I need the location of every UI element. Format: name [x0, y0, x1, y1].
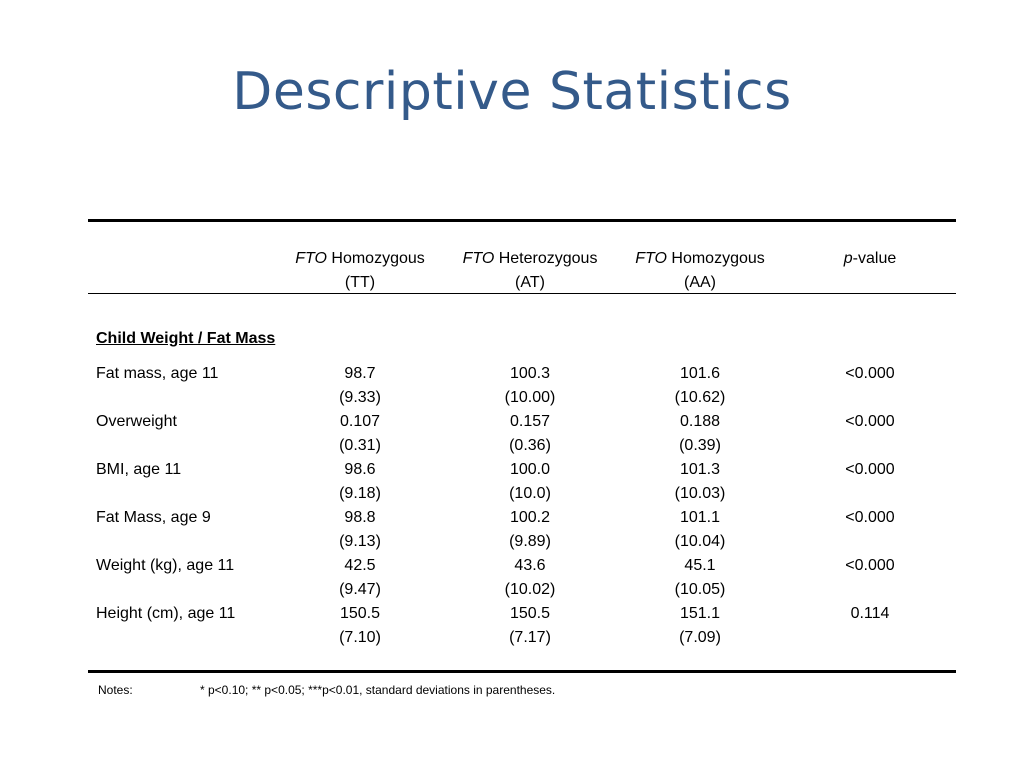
cell-at-mean: 43.6 — [514, 557, 546, 574]
row-label: Fat mass, age 11 — [96, 365, 219, 382]
header-tt-type: Homozygous — [331, 250, 425, 267]
header-bottom-rule — [88, 293, 956, 294]
cell-tt-mean: 42.5 — [344, 557, 376, 574]
cell-aa-sd: (0.39) — [679, 437, 721, 454]
row-label: BMI, age 11 — [96, 461, 182, 478]
cell-at-sd: (0.36) — [509, 437, 551, 454]
cell-pvalue: <0.000 — [845, 557, 895, 574]
cell-tt-sd: (7.10) — [339, 629, 381, 646]
header-tt: FTO Homozygous (TT) — [270, 247, 450, 295]
cell-tt-mean: 98.8 — [344, 509, 376, 526]
cell-pvalue: <0.000 — [845, 413, 895, 430]
notes-label: Notes: — [98, 683, 133, 697]
cell-aa-mean: 101.1 — [679, 509, 721, 526]
header-aa-type: Homozygous — [671, 250, 765, 267]
header-tt-genotype: (TT) — [344, 274, 376, 291]
cell-aa: 101.6 (10.62) — [630, 362, 770, 410]
cell-at: 43.6 (10.02) — [460, 554, 600, 602]
cell-at-sd: (9.89) — [509, 533, 551, 550]
cell-aa: 101.1 (10.04) — [630, 506, 770, 554]
cell-at: 0.157 (0.36) — [460, 410, 600, 458]
cell-aa-sd: (10.03) — [674, 485, 726, 502]
header-at-gene: FTO — [462, 250, 495, 267]
header-at: FTO Heterozygous (AT) — [440, 247, 620, 295]
cell-at: 100.3 (10.00) — [460, 362, 600, 410]
cell-at-mean: 0.157 — [509, 413, 551, 430]
header-pvalue-p: p — [843, 250, 853, 267]
cell-tt-mean: 0.107 — [339, 413, 381, 430]
cell-at-mean: 100.2 — [509, 509, 551, 526]
cell-tt-mean: 150.5 — [339, 605, 381, 622]
header-pvalue-rest: -value — [852, 250, 897, 267]
cell-aa: 0.188 (0.39) — [630, 410, 770, 458]
cell-tt-sd: (9.33) — [339, 389, 381, 406]
section-title: Child Weight / Fat Mass — [96, 330, 276, 347]
cell-aa: 151.1 (7.09) — [630, 602, 770, 650]
cell-at-sd: (7.17) — [509, 629, 551, 646]
cell-at-sd: (10.0) — [509, 485, 551, 502]
cell-aa: 101.3 (10.03) — [630, 458, 770, 506]
row-label: Height (cm), age 11 — [96, 605, 236, 622]
cell-tt: 150.5 (7.10) — [290, 602, 430, 650]
cell-at-mean: 100.0 — [509, 461, 551, 478]
cell-at: 150.5 (7.17) — [460, 602, 600, 650]
header-at-type: Heterozygous — [498, 250, 598, 267]
header-pvalue: p-value — [780, 247, 960, 271]
header-aa-genotype: (AA) — [684, 274, 716, 291]
cell-at-sd: (10.02) — [504, 581, 556, 598]
cell-tt-sd: (0.31) — [339, 437, 381, 454]
cell-aa-sd: (7.09) — [679, 629, 721, 646]
cell-at: 100.2 (9.89) — [460, 506, 600, 554]
cell-pvalue: <0.000 — [845, 509, 895, 526]
cell-aa-mean: 45.1 — [684, 557, 716, 574]
slide-title: Descriptive Statistics — [232, 62, 792, 122]
cell-aa-sd: (10.62) — [674, 389, 726, 406]
cell-tt: 0.107 (0.31) — [290, 410, 430, 458]
cell-tt: 42.5 (9.47) — [290, 554, 430, 602]
header-tt-gene: FTO — [295, 250, 327, 267]
row-label: Fat Mass, age 9 — [96, 509, 211, 526]
table-row: Fat mass, age 11 98.7 (9.33) 100.3 (10.00) 10… — [0, 362, 1024, 410]
cell-tt-sd: (9.18) — [339, 485, 381, 502]
cell-at: 100.0 (10.0) — [460, 458, 600, 506]
table-bottom-rule — [88, 670, 956, 673]
header-aa: FTO Homozygous (AA) — [610, 247, 790, 295]
table-row: Weight (kg), age 11 42.5 (9.47) 43.6 (10.02)… — [0, 554, 1024, 602]
table-row: BMI, age 11 98.6 (9.18) 100.0 (10.0) 101.3 (10… — [0, 458, 1024, 506]
cell-pvalue: 0.114 — [850, 605, 890, 622]
row-label: Weight (kg), age 11 — [96, 557, 235, 574]
cell-at-sd: (10.00) — [504, 389, 556, 406]
cell-aa-sd: (10.05) — [674, 581, 726, 598]
cell-tt: 98.6 (9.18) — [290, 458, 430, 506]
table-row: Overweight 0.107 (0.31) 0.157 (0.36) 0.188 (0.… — [0, 410, 1024, 458]
table-row: Height (cm), age 11 150.5 (7.10) 150.5 (7.17… — [0, 602, 1024, 650]
cell-tt-sd: (9.47) — [339, 581, 381, 598]
notes-text: * p<0.10; ** p<0.05; ***p<0.01, standard… — [200, 683, 556, 697]
cell-tt: 98.7 (9.33) — [290, 362, 430, 410]
cell-aa-sd: (10.04) — [674, 533, 726, 550]
header-at-genotype: (AT) — [515, 274, 545, 291]
cell-aa-mean: 151.1 — [679, 605, 721, 622]
cell-at-mean: 100.3 — [509, 365, 551, 382]
cell-aa-mean: 101.3 — [679, 461, 721, 478]
cell-tt: 98.8 (9.13) — [290, 506, 430, 554]
cell-pvalue: <0.000 — [845, 461, 895, 478]
cell-tt-mean: 98.7 — [344, 365, 376, 382]
cell-pvalue: <0.000 — [845, 365, 895, 382]
cell-tt-mean: 98.6 — [344, 461, 376, 478]
table-row: Fat Mass, age 9 98.8 (9.13) 100.2 (9.89) 101.… — [0, 506, 1024, 554]
cell-tt-sd: (9.13) — [339, 533, 381, 550]
row-label: Overweight — [96, 413, 177, 430]
table-top-rule — [88, 219, 956, 222]
cell-aa-mean: 0.188 — [679, 413, 721, 430]
cell-aa: 45.1 (10.05) — [630, 554, 770, 602]
header-aa-gene: FTO — [635, 250, 667, 267]
cell-aa-mean: 101.6 — [679, 365, 721, 382]
cell-at-mean: 150.5 — [509, 605, 551, 622]
